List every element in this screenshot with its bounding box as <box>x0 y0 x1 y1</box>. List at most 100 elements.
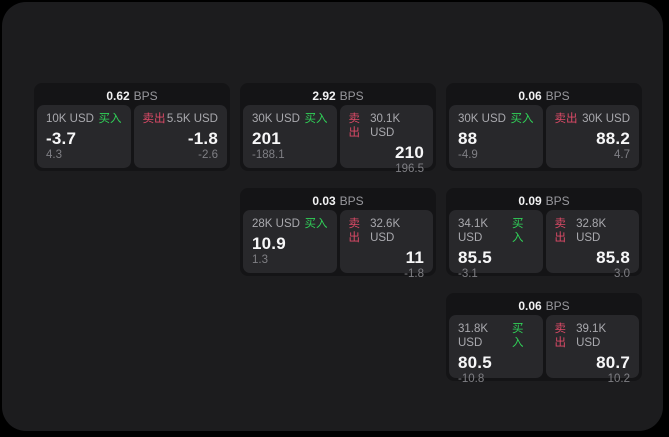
quote-card: 0.06 BPS 30K USD 买入 88 -4.9 卖出 30K USD <box>446 83 642 171</box>
bps-unit: BPS <box>339 193 364 208</box>
bps-header: 0.06 BPS <box>449 86 639 105</box>
sell-price: 88.2 <box>596 129 630 148</box>
sell-amount: 32.6K USD <box>370 218 401 244</box>
buy-sub-value: -3.1 <box>458 268 478 280</box>
sell-sub-value: 4.7 <box>614 149 630 161</box>
bps-value: 0.09 <box>518 193 542 208</box>
sell-sub-value: 196.5 <box>395 163 424 175</box>
buy-amount: 34.1K USD <box>458 218 489 244</box>
sell-tile-header: 卖出 32.6K USD <box>349 217 425 245</box>
quote-tiles: 30K USD 买入 201 -188.1 卖出 30.1K USD 210 1… <box>243 105 433 175</box>
buy-tile-header: 34.1K USD 买入 <box>458 217 534 245</box>
sell-price: 11 <box>405 248 424 267</box>
sell-tile-header: 卖出 30.1K USD <box>349 112 425 140</box>
buy-tile[interactable]: 30K USD 买入 201 -188.1 <box>243 105 337 168</box>
sell-tile[interactable]: 卖出 30K USD 88.2 4.7 <box>545 105 639 168</box>
quote-tiles: 34.1K USD 买入 85.5 -3.1 卖出 32.8K USD 85.8… <box>449 210 639 280</box>
quote-tiles: 28K USD 买入 10.9 1.3 卖出 32.6K USD 11 -1.8 <box>243 210 433 280</box>
bps-value: 0.03 <box>312 193 336 208</box>
sell-label: 卖出 <box>348 218 361 244</box>
buy-sub-value: 1.3 <box>252 254 268 266</box>
sell-sub-value: -1.8 <box>404 268 424 280</box>
buy-tile[interactable]: 28K USD 买入 10.9 1.3 <box>243 210 337 273</box>
sell-tile[interactable]: 卖出 32.6K USD 11 -1.8 <box>339 210 433 280</box>
buy-label: 买入 <box>304 218 328 230</box>
quote-card: 2.92 BPS 30K USD 买入 201 -188.1 卖出 30.1K … <box>240 83 436 175</box>
bps-unit: BPS <box>339 88 364 103</box>
sell-label: 卖出 <box>554 323 567 349</box>
sell-label: 卖出 <box>554 218 567 244</box>
buy-price: 80.5 <box>458 353 492 372</box>
sell-tile[interactable]: 卖出 39.1K USD 80.7 10.2 <box>545 315 639 385</box>
buy-label: 买入 <box>511 218 524 244</box>
sell-price: 85.8 <box>596 248 630 267</box>
sell-tile[interactable]: 卖出 5.5K USD -1.8 -2.6 <box>133 105 227 168</box>
bps-value: 0.06 <box>518 298 542 313</box>
buy-price: 88 <box>458 129 478 148</box>
quote-card: 0.06 BPS 31.8K USD 买入 80.5 -10.8 卖出 39.1… <box>446 293 642 385</box>
sell-label: 卖出 <box>554 113 578 125</box>
buy-label: 买入 <box>511 323 524 349</box>
sell-sub-value: 10.2 <box>607 373 630 385</box>
sell-tile-header: 卖出 5.5K USD <box>143 112 219 126</box>
buy-tile[interactable]: 10K USD 买入 -3.7 4.3 <box>37 105 131 168</box>
sell-amount: 32.8K USD <box>576 218 607 244</box>
buy-tile-header: 30K USD 买入 <box>252 112 328 126</box>
sell-amount: 30K USD <box>582 113 630 125</box>
buy-tile-header: 30K USD 买入 <box>458 112 534 126</box>
buy-price: 85.5 <box>458 248 492 267</box>
main-panel: 0.62 BPS 10K USD 买入 -3.7 4.3 卖出 5.5K USD <box>2 2 663 431</box>
sell-tile[interactable]: 卖出 32.8K USD 85.8 3.0 <box>545 210 639 280</box>
sell-tile-header: 卖出 39.1K USD <box>555 322 631 350</box>
bps-value: 2.92 <box>312 88 336 103</box>
quote-card-grid: 0.62 BPS 10K USD 买入 -3.7 4.3 卖出 5.5K USD <box>34 83 642 385</box>
buy-amount: 10K USD <box>46 113 94 125</box>
bps-header: 0.09 BPS <box>449 191 639 210</box>
sell-sub-value: 3.0 <box>614 268 630 280</box>
bps-header: 0.03 BPS <box>243 191 433 210</box>
buy-label: 买入 <box>510 113 534 125</box>
bps-unit: BPS <box>545 298 570 313</box>
sell-label: 卖出 <box>348 113 361 139</box>
quote-tiles: 30K USD 买入 88 -4.9 卖出 30K USD 88.2 4.7 <box>449 105 639 168</box>
buy-label: 买入 <box>98 113 122 125</box>
sell-label: 卖出 <box>142 113 166 125</box>
buy-price: -3.7 <box>46 129 77 148</box>
buy-amount: 31.8K USD <box>458 323 489 349</box>
bps-unit: BPS <box>133 88 158 103</box>
buy-price: 201 <box>252 129 281 148</box>
buy-amount: 28K USD <box>252 218 300 230</box>
sell-price: 80.7 <box>596 353 630 372</box>
buy-tile[interactable]: 30K USD 买入 88 -4.9 <box>449 105 543 168</box>
quote-card: 0.62 BPS 10K USD 买入 -3.7 4.3 卖出 5.5K USD <box>34 83 230 171</box>
sell-price: 210 <box>395 143 424 162</box>
quote-tiles: 31.8K USD 买入 80.5 -10.8 卖出 39.1K USD 80.… <box>449 315 639 385</box>
bps-value: 0.06 <box>518 88 542 103</box>
bps-header: 0.06 BPS <box>449 296 639 315</box>
buy-label: 买入 <box>304 113 328 125</box>
buy-tile-header: 10K USD 买入 <box>46 112 122 126</box>
buy-tile-header: 28K USD 买入 <box>252 217 328 231</box>
buy-sub-value: -10.8 <box>458 373 485 385</box>
quote-card: 0.03 BPS 28K USD 买入 10.9 1.3 卖出 32.6K US… <box>240 188 436 280</box>
bps-value: 0.62 <box>106 88 130 103</box>
quote-tiles: 10K USD 买入 -3.7 4.3 卖出 5.5K USD -1.8 -2.… <box>37 105 227 168</box>
bps-unit: BPS <box>545 193 570 208</box>
sell-tile[interactable]: 卖出 30.1K USD 210 196.5 <box>339 105 433 175</box>
buy-tile[interactable]: 31.8K USD 买入 80.5 -10.8 <box>449 315 543 385</box>
quote-card: 0.09 BPS 34.1K USD 买入 85.5 -3.1 卖出 32.8K… <box>446 188 642 280</box>
buy-amount: 30K USD <box>252 113 300 125</box>
sell-tile-header: 卖出 32.8K USD <box>555 217 631 245</box>
buy-sub-value: -188.1 <box>252 149 285 161</box>
sell-amount: 30.1K USD <box>370 113 401 139</box>
sell-amount: 39.1K USD <box>576 323 607 349</box>
sell-sub-value: -2.6 <box>198 149 218 161</box>
buy-amount: 30K USD <box>458 113 506 125</box>
buy-sub-value: 4.3 <box>46 149 62 161</box>
buy-price: 10.9 <box>252 234 286 253</box>
buy-tile[interactable]: 34.1K USD 买入 85.5 -3.1 <box>449 210 543 280</box>
sell-price: -1.8 <box>187 129 218 148</box>
sell-amount: 5.5K USD <box>166 113 218 125</box>
buy-sub-value: -4.9 <box>458 149 478 161</box>
bps-header: 0.62 BPS <box>37 86 227 105</box>
